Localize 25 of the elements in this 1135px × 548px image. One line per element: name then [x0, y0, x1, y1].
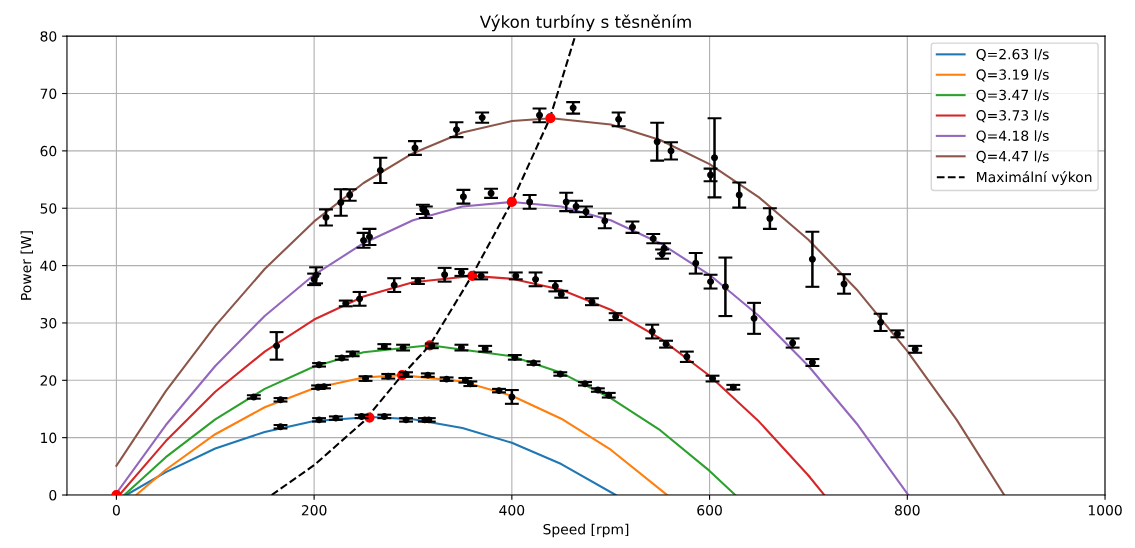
y-tick-label: 30: [40, 317, 57, 329]
y-tick-label: 10: [41, 432, 57, 444]
y-tick-label: 60: [40, 145, 57, 157]
legend-label: Q=4.18 l/s: [976, 130, 1049, 143]
legend-label: Q=4.47 l/s: [976, 150, 1049, 163]
legend-label: Q=3.73 l/s: [976, 109, 1049, 123]
y-tick-label: 80: [40, 31, 57, 42]
x-tick-label: 1000: [1088, 504, 1122, 516]
x-tick-label: 200: [301, 504, 327, 516]
y-tick-label: 0: [49, 489, 57, 501]
y-axis-title: Power [W]: [20, 231, 33, 300]
y-tick-label: 70: [40, 88, 57, 99]
y-tick-label: 50: [40, 203, 57, 214]
x-tick-label: 800: [894, 504, 920, 516]
chart-title: Výkon turbíny s těsněním: [479, 14, 691, 32]
x-tick-label: 0: [112, 504, 120, 516]
y-tick-label: 40: [40, 260, 57, 272]
legend-label: Q=3.47 l/s: [976, 89, 1049, 102]
x-axis-title: Speed [rpm]: [543, 523, 629, 538]
legend-label: Q=2.63 l/s: [976, 48, 1049, 62]
legend-label: Maximální výkon: [977, 170, 1092, 185]
legend-label: Q=3.19 l/s: [976, 69, 1049, 82]
x-tick-label: 600: [697, 504, 722, 516]
x-tick-label: 400: [499, 504, 525, 516]
y-tick-label: 20: [40, 375, 57, 386]
